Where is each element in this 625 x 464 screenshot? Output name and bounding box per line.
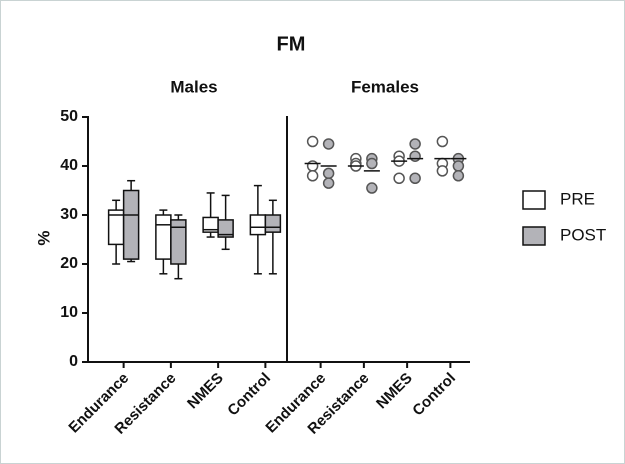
point <box>452 160 465 172</box>
point <box>306 135 319 148</box>
box <box>122 189 140 260</box>
legend-label: PRE <box>560 189 595 208</box>
point <box>409 138 421 150</box>
point <box>322 177 335 189</box>
point <box>322 138 335 150</box>
point <box>322 167 335 180</box>
y-tick-label: 0 <box>69 353 78 370</box>
point <box>409 150 421 162</box>
y-tick-label: 10 <box>60 304 78 321</box>
y-tick-label: 50 <box>60 108 78 125</box>
point <box>436 135 449 148</box>
box <box>264 214 282 233</box>
point <box>306 160 319 172</box>
point <box>366 157 378 170</box>
y-tick-label: 30 <box>60 206 78 223</box>
panel-title: Males <box>170 77 217 96</box>
box <box>155 214 172 260</box>
panel-title: Females <box>351 77 419 96</box>
point <box>436 165 449 177</box>
legend-label: POST <box>560 225 606 244</box>
point <box>452 170 465 182</box>
y-tick-label: 20 <box>60 255 78 272</box>
point <box>366 182 378 194</box>
legend-swatch <box>522 226 546 246</box>
y-tick-label: 40 <box>60 157 78 174</box>
box <box>217 219 234 238</box>
chart-title: FM <box>277 33 306 55</box>
point <box>306 170 319 182</box>
box <box>170 219 187 265</box>
point <box>393 172 405 184</box>
y-axis-label: % <box>34 230 53 245</box>
legend-swatch <box>522 190 546 210</box>
box <box>249 214 267 236</box>
point <box>409 172 421 184</box>
